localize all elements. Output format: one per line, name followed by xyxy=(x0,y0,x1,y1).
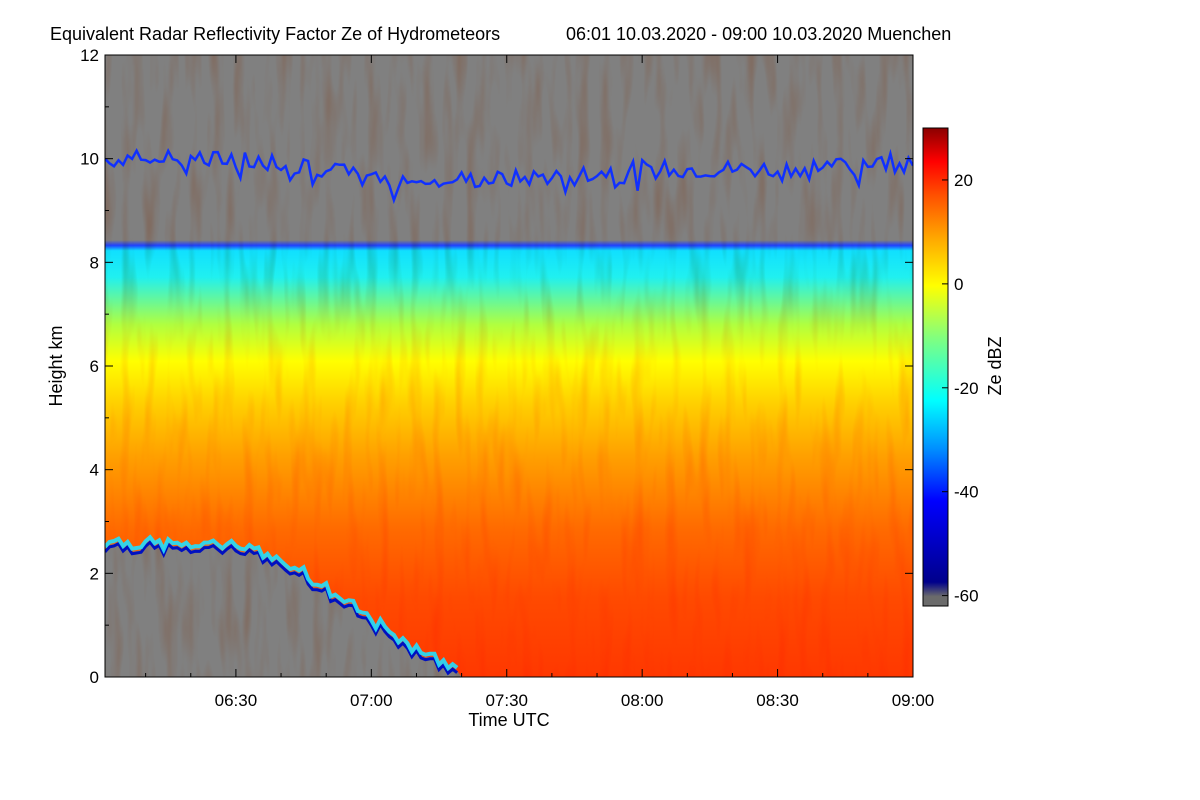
x-tick-label: 09:00 xyxy=(892,691,935,710)
colorbar-tick-label: -40 xyxy=(954,483,979,502)
y-tick-label: 8 xyxy=(90,253,99,272)
y-tick-label: 4 xyxy=(90,461,99,480)
y-tick-label: 2 xyxy=(90,564,99,583)
x-tick-label: 08:30 xyxy=(756,691,799,710)
cloud-top-edge xyxy=(105,148,913,205)
y-tick-label: 6 xyxy=(90,357,99,376)
y-tick-label: 0 xyxy=(90,668,99,687)
y-axis: 0 2 4 6 8 10 12 xyxy=(80,46,913,687)
x-tick-label: 08:00 xyxy=(621,691,664,710)
x-tick-label: 07:00 xyxy=(350,691,393,710)
chart-title: Equivalent Radar Reflectivity Factor Ze … xyxy=(50,24,500,44)
y-axis-label: Height km xyxy=(46,325,66,406)
y-tick-label: 12 xyxy=(80,46,99,65)
colorbar-tick-label: 20 xyxy=(954,171,973,190)
colorbar-ticks: 20 0 -20 -40 -60 xyxy=(942,171,979,606)
texture-overlay xyxy=(105,55,913,677)
colorbar-tick-label: 0 xyxy=(954,275,963,294)
x-tick-label: 06:30 xyxy=(215,691,258,710)
colorbar-label: Ze dBZ xyxy=(985,336,1005,395)
cloud-base-edge xyxy=(105,540,459,676)
colorbar-tick-label: -20 xyxy=(954,379,979,398)
colorbar xyxy=(922,127,949,607)
y-tick-label: 10 xyxy=(80,150,99,169)
colorbar-tick-label: -60 xyxy=(954,587,979,606)
cloud-base-fringe xyxy=(105,534,459,672)
x-tick-label: 07:30 xyxy=(485,691,528,710)
x-axis: 06:30 07:00 07:30 08:00 08:30 09:00 xyxy=(145,55,935,710)
x-axis-label: Time UTC xyxy=(468,710,549,730)
plot-area xyxy=(105,55,913,677)
chart-subtitle: 06:01 10.03.2020 - 09:00 10.03.2020 Muen… xyxy=(566,24,951,44)
